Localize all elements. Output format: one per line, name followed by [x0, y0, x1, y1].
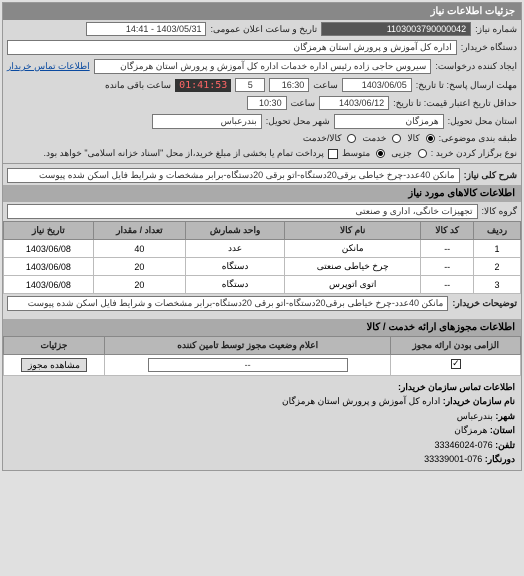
contact-province: هرمزگان	[454, 425, 487, 435]
grouping-label: طبقه بندی موضوعی:	[439, 133, 517, 144]
validity-date: 1403/06/12	[319, 96, 389, 110]
delivery-city: بندرعباس	[152, 114, 262, 129]
payment-checkbox[interactable]	[328, 149, 338, 159]
time1-label: ساعت	[313, 80, 338, 91]
goods-col: واحد شمارش	[186, 222, 285, 240]
view-permit-button[interactable]: مشاهده مجوز	[21, 358, 87, 372]
table-row: 2--چرخ خیاطی صنعتیدستگاه201403/06/08	[4, 258, 521, 276]
main-header: جزئیات اطلاعات نیاز	[3, 3, 521, 20]
buyer-desc-label: توضیحات خریدار:	[452, 298, 517, 309]
contact-phone: 076-33346024	[435, 440, 493, 450]
table-cell: 1403/06/08	[4, 276, 94, 294]
announce-label: تاریخ و ساعت اعلان عمومی:	[210, 24, 317, 35]
radio-goods[interactable]	[426, 134, 435, 143]
desc-value: مانکن 40عدد-چرخ خیاطی برقی20دستگاه-اتو ب…	[7, 168, 460, 183]
table-row: 1--مانکنعدد401403/06/08	[4, 240, 521, 258]
contact-fax: 076-33339001	[424, 454, 482, 464]
table-row: 3--اتوی اتوپرسدستگاه201403/06/08	[4, 276, 521, 294]
buyer-org-label: دستگاه خریدار:	[461, 42, 517, 53]
delivery-province: هرمزگان	[334, 114, 444, 129]
deadline-reply-date: 1403/06/05	[342, 78, 412, 92]
permits-header: اطلاعات مجوزهای ارائه خدمت / کالا	[3, 319, 521, 336]
deadline-reply-time: 16:30	[269, 78, 309, 92]
contact-block: اطلاعات تماس سازمان خریدار: نام سازمان خ…	[3, 376, 521, 470]
validity-label: حداقل تاریخ اعتبار قیمت: تا تاریخ:	[393, 98, 517, 109]
group-value: تجهیزات خانگی، اداری و صنعتی	[7, 204, 478, 219]
radio-both[interactable]	[347, 134, 356, 143]
goods-header: اطلاعات کالاهای مورد نیاز	[3, 185, 521, 202]
table-cell: 1403/06/08	[4, 258, 94, 276]
radio-both-label: کالا/خدمت	[303, 133, 342, 144]
permits-col: الزامی بودن ارائه مجوز	[391, 337, 521, 355]
remaining-label: ساعت باقی مانده	[105, 80, 171, 91]
number-label: شماره نیاز:	[475, 24, 517, 35]
delivery-city-label: شهر محل تحویل:	[266, 116, 330, 127]
permits-col: جزئیات	[4, 337, 105, 355]
purchase-radios: جزیی متوسط	[342, 148, 427, 159]
goods-col: نام کالا	[285, 222, 421, 240]
table-cell: 1403/06/08	[4, 240, 94, 258]
grouping-radios: کالا خدمت کالا/خدمت	[303, 133, 435, 144]
delivery-province-label: استان محل تحویل:	[448, 116, 517, 127]
contact-province-label: استان:	[490, 425, 515, 435]
contact-fax-label: دورنگار:	[485, 454, 515, 464]
table-cell: 1	[474, 240, 521, 258]
contact-org: اداره کل آموزش و پرورش استان هرمزگان	[282, 396, 440, 406]
radio-goods-label: کالا	[407, 133, 419, 144]
permits-row: -- مشاهده مجوز	[4, 355, 521, 376]
contact-city-label: شهر:	[495, 411, 515, 421]
permit-status: --	[148, 358, 348, 372]
goods-col: تاریخ نیاز	[4, 222, 94, 240]
contact-org-label: نام سازمان خریدار:	[443, 396, 515, 406]
radio-service-label: خدمت	[362, 133, 386, 144]
table-cell: مانکن	[285, 240, 421, 258]
requester-label: ایجاد کننده درخواست:	[435, 61, 517, 72]
table-cell: عدد	[186, 240, 285, 258]
buyer-desc: مانکن 40عدد-چرخ خیاطی برقی20دستگاه-اتو ب…	[7, 296, 448, 311]
countdown: 01:41:53	[175, 79, 231, 92]
mandatory-checkbox[interactable]	[451, 359, 461, 369]
contact-phone-label: تلفن:	[495, 440, 515, 450]
table-cell: دستگاه	[186, 276, 285, 294]
radio-medium-label: متوسط	[342, 148, 370, 159]
time2-label: ساعت	[291, 98, 316, 109]
table-cell: 40	[93, 240, 185, 258]
requester: سیروس حاجی زاده رئیس اداره خدمات اداره ک…	[94, 59, 432, 74]
table-cell: چرخ خیاطی صنعتی	[285, 258, 421, 276]
desc-label: شرح کلی نیاز:	[464, 170, 517, 181]
purchase-type-label: نوع برگزار کردن خرید :	[431, 148, 517, 159]
remaining-days: 5	[235, 78, 265, 92]
table-cell: دستگاه	[186, 258, 285, 276]
contact-link[interactable]: اطلاعات تماس خریدار	[7, 61, 90, 72]
radio-service[interactable]	[392, 134, 401, 143]
radio-small[interactable]	[418, 149, 427, 158]
validity-time: 10:30	[247, 96, 287, 110]
table-cell: 20	[93, 258, 185, 276]
permits-table: الزامی بودن ارائه مجوزاعلام وضعیت مجوز ت…	[3, 336, 521, 376]
table-cell: 3	[474, 276, 521, 294]
table-cell: --	[421, 276, 474, 294]
request-number: 1103003790000042	[321, 22, 471, 36]
radio-small-label: جزیی	[391, 148, 412, 159]
goods-col: کد کالا	[421, 222, 474, 240]
buyer-org: اداره کل آموزش و پرورش استان هرمزگان	[7, 40, 457, 55]
permits-col: اعلام وضعیت مجوز توسط تامین کننده	[104, 337, 391, 355]
table-cell: 2	[474, 258, 521, 276]
deadline-reply-label: مهلت ارسال پاسخ: تا تاریخ:	[416, 80, 517, 91]
announce-value: 1403/05/31 - 14:41	[86, 22, 206, 36]
table-cell: 20	[93, 276, 185, 294]
radio-medium[interactable]	[376, 149, 385, 158]
group-label: گروه کالا:	[482, 206, 517, 217]
table-cell: اتوی اتوپرس	[285, 276, 421, 294]
table-cell: --	[421, 240, 474, 258]
table-cell: --	[421, 258, 474, 276]
goods-col: ردیف	[474, 222, 521, 240]
contact-title: اطلاعات تماس سازمان خریدار:	[398, 382, 515, 392]
contact-city: بندرعباس	[457, 411, 493, 421]
payment-note: پرداخت تمام یا بخشی از مبلغ خرید،از محل …	[43, 148, 323, 159]
goods-col: تعداد / مقدار	[93, 222, 185, 240]
goods-table: ردیفکد کالانام کالاواحد شمارشتعداد / مقد…	[3, 221, 521, 294]
